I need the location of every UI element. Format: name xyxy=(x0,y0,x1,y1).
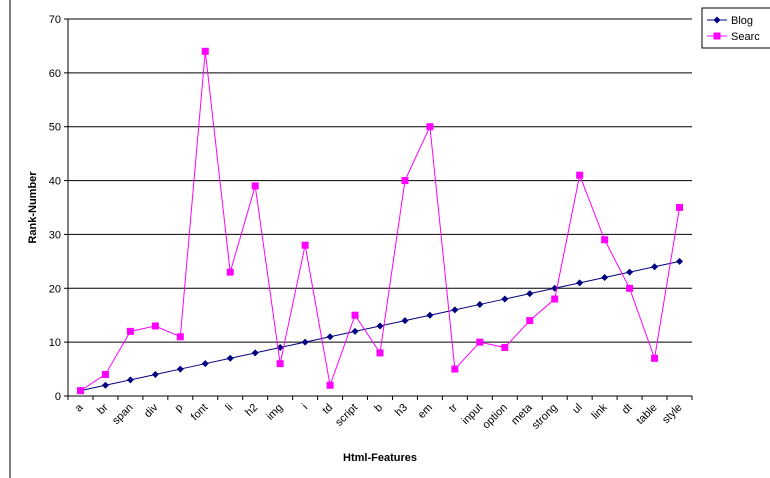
y-tick-label-0: 0 xyxy=(55,391,61,403)
point-searc-em xyxy=(426,123,434,131)
point-searc-i xyxy=(301,241,309,249)
point-blog-br xyxy=(101,381,109,389)
x-tick-label-table: table xyxy=(634,402,659,427)
point-searc-script xyxy=(351,311,359,319)
x-tick-label-link: link xyxy=(590,401,611,422)
point-searc-option xyxy=(501,344,509,352)
y-axis-title: Rank-Number xyxy=(27,171,39,244)
y-tick-label-1: 10 xyxy=(49,337,61,349)
x-tick-label-p: p xyxy=(173,402,186,415)
legend-marker-blog xyxy=(713,16,721,24)
point-blog-script xyxy=(351,327,359,335)
legend: Blog Searc xyxy=(701,7,770,49)
point-blog-h3 xyxy=(401,317,409,325)
y-tick-label-6: 60 xyxy=(49,68,61,80)
point-blog-link xyxy=(601,274,609,282)
y-tick-label-7: 70 xyxy=(49,14,61,26)
legend-box xyxy=(701,7,770,49)
point-blog-li xyxy=(226,354,234,362)
point-searc-tr xyxy=(451,365,459,373)
point-blog-font xyxy=(201,360,209,368)
point-blog-option xyxy=(501,295,509,303)
point-searc-ul xyxy=(576,171,584,179)
x-tick-label-strong: strong xyxy=(530,402,560,432)
point-blog-i xyxy=(301,338,309,346)
legend-label-blog: Blog xyxy=(731,15,753,27)
y-tick-label-5: 50 xyxy=(49,122,61,134)
gridlines xyxy=(68,18,692,343)
x-axis-title: Html-Features xyxy=(343,452,417,464)
point-blog-ul xyxy=(576,279,584,287)
point-searc-link xyxy=(601,236,609,244)
x-tick-label-li: li xyxy=(223,402,235,414)
point-blog-h2 xyxy=(251,349,259,357)
point-blog-div xyxy=(151,370,159,378)
point-blog-td xyxy=(326,333,334,341)
x-tick-label-b: b xyxy=(372,402,385,415)
series-group xyxy=(76,47,684,395)
point-searc-table xyxy=(651,354,659,362)
point-searc-td xyxy=(326,381,334,389)
x-tick-label-em: em xyxy=(416,402,435,421)
point-searc-style xyxy=(676,204,684,211)
legend-label-searc: Searc xyxy=(731,31,760,43)
point-blog-dt xyxy=(626,268,634,276)
x-tick-label-style: style xyxy=(660,402,684,426)
point-blog-table xyxy=(651,263,659,271)
x-tick-label-option: option xyxy=(480,402,510,432)
point-blog-meta xyxy=(526,290,534,298)
point-blog-span xyxy=(126,376,134,384)
point-searc-img xyxy=(276,360,284,368)
series-searc xyxy=(76,47,684,395)
y-tick-label-2: 20 xyxy=(49,283,61,295)
point-searc-input xyxy=(476,338,484,346)
y-tick-label-4: 40 xyxy=(49,176,61,188)
point-searc-b xyxy=(376,349,384,357)
point-searc-p xyxy=(176,333,184,341)
axes xyxy=(64,18,693,400)
point-blog-p xyxy=(176,365,184,373)
x-tick-label-img: img xyxy=(264,402,285,423)
x-tick-label-h2: h2 xyxy=(243,402,260,419)
x-tick-label-a: a xyxy=(73,401,86,414)
x-tick-label-br: br xyxy=(95,401,111,417)
x-tick-label-td: td xyxy=(320,402,335,417)
point-searc-meta xyxy=(526,317,534,325)
point-blog-b xyxy=(376,322,384,330)
x-tick-label-script: script xyxy=(333,402,360,429)
point-searc-span xyxy=(126,327,134,335)
x-tick-label-tr: tr xyxy=(447,401,460,414)
y-tick-labels: 0 10 20 30 40 50 60 70 xyxy=(49,14,61,403)
point-blog-style xyxy=(676,257,684,265)
x-tick-label-i: i xyxy=(300,402,310,412)
point-blog-tr xyxy=(451,306,459,314)
x-tick-label-h3: h3 xyxy=(393,402,410,419)
point-searc-li xyxy=(226,268,234,276)
x-tick-label-div: div xyxy=(142,401,161,420)
point-blog-em xyxy=(426,311,434,319)
series-blog xyxy=(76,257,684,395)
point-searc-font xyxy=(201,47,209,55)
series-line-searc xyxy=(80,51,681,392)
x-tick-label-ul: ul xyxy=(570,402,585,417)
legend-marker-searc xyxy=(713,32,721,40)
point-searc-a xyxy=(76,387,84,395)
point-blog-input xyxy=(476,300,484,308)
point-searc-h3 xyxy=(401,177,409,185)
x-tick-label-font: font xyxy=(189,402,210,423)
point-searc-h2 xyxy=(251,182,259,190)
y-tick-label-3: 30 xyxy=(49,229,61,241)
point-searc-br xyxy=(101,370,109,378)
point-searc-strong xyxy=(551,295,559,303)
point-searc-dt xyxy=(626,284,634,292)
x-tick-label-span: span xyxy=(110,402,135,427)
x-tick-label-dt: dt xyxy=(620,402,635,417)
point-searc-div xyxy=(151,322,159,330)
